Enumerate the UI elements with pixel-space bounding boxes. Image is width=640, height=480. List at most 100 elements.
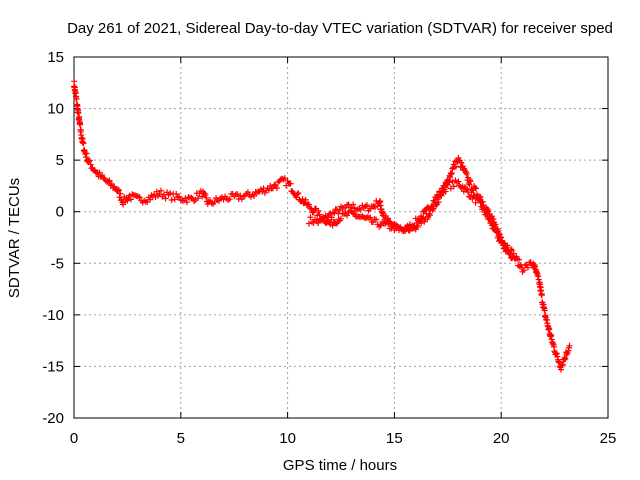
data-point xyxy=(561,354,568,361)
data-point xyxy=(447,185,454,192)
data-point xyxy=(565,347,572,354)
data-point xyxy=(86,157,93,164)
data-point xyxy=(516,256,522,263)
data-point xyxy=(329,222,336,229)
data-point xyxy=(472,199,479,206)
data-point xyxy=(350,210,357,217)
data-point xyxy=(167,190,174,197)
y-tick-label: -5 xyxy=(51,255,64,272)
x-tick-label: 15 xyxy=(386,430,403,447)
data-point xyxy=(328,214,335,221)
data-point xyxy=(335,210,342,217)
data-point xyxy=(427,207,433,214)
data-point xyxy=(87,161,94,168)
data-point xyxy=(553,350,560,357)
data-point xyxy=(183,199,190,206)
y-tick-label: 15 xyxy=(47,49,64,66)
data-point xyxy=(115,187,122,194)
data-point xyxy=(559,361,566,368)
data-point xyxy=(305,220,312,227)
data-point xyxy=(82,154,89,161)
data-point xyxy=(199,193,206,200)
data-point xyxy=(488,218,495,225)
data-point xyxy=(299,196,306,203)
data-point xyxy=(333,206,340,213)
data-point xyxy=(157,187,164,194)
data-point xyxy=(554,353,561,360)
data-point xyxy=(429,203,436,210)
data-point xyxy=(493,228,500,235)
data-point xyxy=(384,215,391,222)
data-point xyxy=(458,159,465,166)
x-tick-label: 10 xyxy=(279,430,296,447)
y-tick-label: -15 xyxy=(42,358,64,375)
data-point xyxy=(467,177,474,184)
data-point xyxy=(281,175,288,182)
axis-ticks xyxy=(73,56,609,419)
data-point xyxy=(251,193,258,200)
data-point xyxy=(171,196,178,203)
data-point xyxy=(151,191,158,198)
data-point xyxy=(176,193,183,200)
data-point xyxy=(99,172,106,179)
data-point xyxy=(307,214,314,221)
data-point xyxy=(541,307,548,314)
data-point xyxy=(419,215,426,222)
data-point xyxy=(344,212,351,219)
data-point xyxy=(499,237,506,244)
data-point xyxy=(316,211,323,218)
data-point xyxy=(367,214,374,221)
y-tick-label: -20 xyxy=(42,410,64,427)
data-point xyxy=(147,196,154,203)
data-point xyxy=(75,110,82,117)
data-point xyxy=(77,126,84,133)
data-point xyxy=(373,216,380,223)
data-point xyxy=(80,140,87,147)
data-point xyxy=(555,358,562,365)
y-tick-label: 0 xyxy=(56,204,64,221)
data-point xyxy=(195,195,202,202)
data-point xyxy=(442,188,449,195)
chart-title: Day 261 of 2021, Sidereal Day-to-day VTE… xyxy=(67,20,613,37)
x-tick-label: 20 xyxy=(493,430,510,447)
data-point xyxy=(452,163,459,170)
data-point xyxy=(234,190,241,197)
data-point xyxy=(377,222,384,229)
data-point xyxy=(449,178,456,185)
data-point xyxy=(71,78,78,85)
data-point xyxy=(310,209,317,216)
data-point xyxy=(524,264,531,271)
data-point xyxy=(305,201,312,208)
data-point xyxy=(562,356,569,363)
data-point xyxy=(394,223,401,230)
x-tick-labels: 0 5 10 15 20 25 xyxy=(70,430,617,447)
data-point xyxy=(476,197,483,204)
data-point xyxy=(271,181,278,188)
data-point xyxy=(127,196,134,203)
data-point xyxy=(326,211,333,218)
data-point xyxy=(520,267,527,274)
data-point xyxy=(253,189,260,196)
data-point xyxy=(188,194,195,201)
data-point xyxy=(85,158,92,165)
data-point xyxy=(106,177,113,184)
data-point xyxy=(105,178,112,185)
data-point xyxy=(466,181,473,188)
x-tick-label: 0 xyxy=(70,430,78,447)
data-point xyxy=(348,204,355,211)
data-point xyxy=(202,192,209,199)
data-point xyxy=(483,209,490,216)
data-point xyxy=(508,247,515,254)
data-point xyxy=(77,121,84,128)
data-point xyxy=(273,184,280,191)
data-point xyxy=(173,191,180,198)
data-point xyxy=(427,212,433,219)
data-point xyxy=(73,96,80,103)
data-point xyxy=(402,228,409,235)
data-point xyxy=(480,204,487,211)
y-tick-label: 5 xyxy=(56,152,64,169)
grid-lines xyxy=(74,57,608,418)
data-point xyxy=(191,198,198,205)
data-point xyxy=(307,205,314,212)
